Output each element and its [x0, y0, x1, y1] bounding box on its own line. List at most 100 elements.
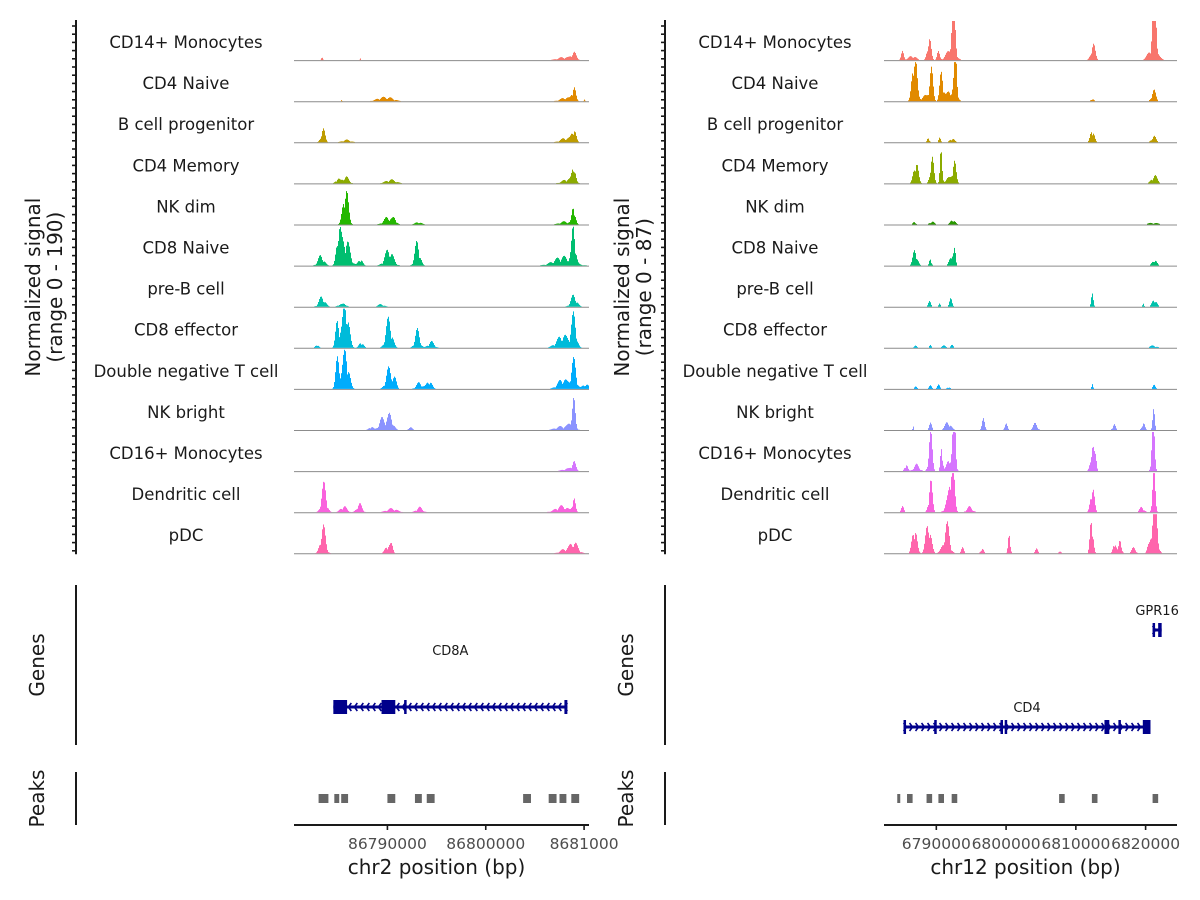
coverage-bar — [933, 548, 934, 554]
coverage-bar — [581, 264, 582, 266]
coverage-bar — [1091, 387, 1092, 389]
coverage-bar — [582, 385, 583, 389]
coverage-bar — [564, 427, 565, 430]
coverage-bar — [552, 345, 553, 348]
coverage-bar — [983, 418, 984, 430]
coverage-bar — [1153, 385, 1154, 389]
coverage-bar — [932, 492, 933, 513]
strand-arrow-icon — [962, 722, 968, 732]
coverage-bar — [560, 57, 561, 61]
coverage-bar — [931, 481, 932, 513]
coverage-bar — [931, 304, 932, 307]
coverage-bar — [942, 511, 943, 513]
coverage-bar — [338, 362, 339, 389]
coverage-bar — [346, 139, 347, 143]
coverage-bar — [431, 340, 432, 348]
coverage-bar — [348, 242, 349, 266]
coverage-bar — [340, 378, 341, 389]
coverage-bar — [1151, 179, 1152, 184]
coverage-bar — [936, 57, 937, 61]
coverage-bar — [564, 138, 565, 143]
coverage-bar — [344, 207, 345, 225]
coverage-bar — [947, 422, 948, 430]
coverage-bar — [914, 250, 915, 266]
coverage-bar — [550, 429, 551, 430]
coverage-bar — [412, 428, 413, 430]
coverage-bar — [575, 413, 576, 430]
x-axis-label: chr12 position (bp) — [930, 855, 1120, 879]
coverage-bar — [952, 427, 953, 430]
coverage-bar — [945, 532, 946, 554]
coverage-bar — [940, 57, 941, 61]
coverage-bar — [947, 51, 948, 61]
coverage-bar — [382, 222, 383, 225]
coverage-bar — [953, 138, 954, 143]
coverage-bar — [578, 141, 579, 143]
strand-arrow-icon — [419, 702, 424, 712]
coverage-bar — [938, 182, 939, 184]
coverage-bar — [416, 510, 417, 513]
coverage-bar — [393, 509, 394, 513]
coverage-bar — [563, 256, 564, 266]
strand-arrow-icon — [920, 722, 926, 732]
coverage-bar — [576, 467, 577, 472]
coverage-bar — [423, 264, 424, 266]
coverage-bar — [940, 304, 941, 307]
coverage-bar — [416, 222, 417, 225]
track-label: CD4 Naive — [143, 74, 230, 93]
coverage-bar — [395, 261, 396, 266]
coverage-bar — [930, 40, 931, 61]
coverage-bar — [326, 500, 327, 513]
coverage-bar — [373, 427, 374, 430]
coverage-bar — [567, 424, 568, 430]
coverage-bar — [389, 544, 390, 554]
coverage-bar — [382, 182, 383, 184]
coverage-bar — [952, 139, 953, 143]
strand-arrow-icon — [1010, 722, 1016, 732]
coverage-bar — [342, 317, 343, 348]
coverage-bar — [423, 511, 424, 513]
coverage-bar — [561, 340, 562, 348]
coverage-bar — [963, 548, 964, 554]
coverage-bar — [557, 257, 558, 266]
coverage-bar — [574, 215, 575, 225]
coverage-bar — [396, 428, 397, 430]
coverage-bar — [557, 510, 558, 513]
coverage-bar — [1145, 552, 1146, 554]
coverage-bar — [319, 545, 320, 554]
coverage-bar — [571, 420, 572, 430]
coverage-bar — [950, 388, 951, 389]
coverage-bar — [941, 152, 942, 184]
coverage-bar — [950, 221, 951, 225]
coverage-bar — [903, 53, 904, 61]
coverage-bar — [941, 71, 942, 102]
coverage-bar — [560, 470, 561, 472]
coverage-bar — [392, 545, 393, 554]
coverage-bar — [385, 181, 386, 184]
coverage-bar — [926, 510, 927, 513]
coverage-bar — [337, 321, 338, 348]
coverage-bar — [383, 344, 384, 348]
coverage-bar — [928, 428, 929, 430]
coverage-bar — [945, 467, 946, 472]
coverage-bar — [560, 550, 561, 554]
coverage-bar — [1134, 548, 1135, 554]
coverage-bar — [549, 346, 550, 348]
coverage-bar — [904, 57, 905, 61]
strand-arrow-icon — [551, 702, 556, 712]
coverage-bar — [1090, 100, 1091, 102]
coverage-bar — [379, 304, 380, 307]
strand-arrow-icon — [539, 702, 544, 712]
coverage-bar — [437, 347, 438, 348]
coverage-track: NK bright — [147, 398, 589, 431]
coverage-bar — [398, 264, 399, 266]
coverage-track: Dendritic cell — [132, 481, 589, 514]
peak-region — [334, 794, 340, 803]
coverage-bar — [414, 253, 415, 266]
coverage-bar — [925, 535, 926, 554]
coverage-bar — [953, 428, 954, 430]
coverage-bar — [563, 470, 564, 472]
coverage-bar — [953, 221, 954, 225]
coverage-bar — [929, 86, 930, 102]
track-label: NK dim — [156, 197, 216, 216]
